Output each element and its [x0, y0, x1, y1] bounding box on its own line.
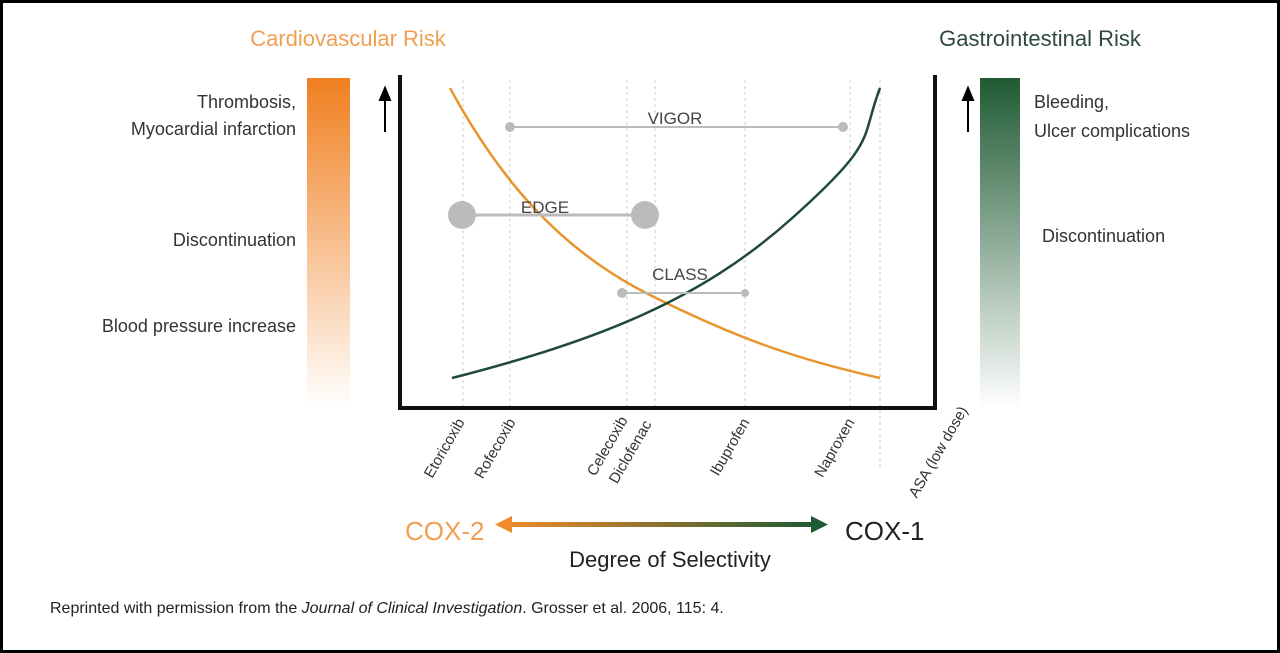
cv-risk-bar: [307, 78, 350, 408]
label: Myocardial infarction: [131, 119, 296, 139]
right-labels: Bleeding, Ulcer complications Discontinu…: [1034, 92, 1190, 246]
cox1-label: COX-1: [845, 516, 924, 546]
trial-edge: EDGE: [448, 198, 659, 229]
trial-label: CLASS: [652, 265, 708, 284]
selectivity-label: Degree of Selectivity: [569, 547, 771, 572]
drug-label: ASA (low dose): [905, 403, 971, 500]
citation-text: . Grosser et al. 2006, 115: 4.: [522, 600, 724, 617]
drug-label: Naproxen: [811, 416, 858, 481]
drug-label: Ibuprofen: [707, 416, 753, 479]
drug-lines: [462, 80, 881, 470]
label: Blood pressure increase: [102, 316, 296, 336]
cox2-label: COX-2: [405, 516, 484, 546]
label: Discontinuation: [173, 230, 296, 250]
selectivity-arrow: [495, 516, 828, 533]
drug-labels: Etoricoxib Rofecoxib Celecoxib Diclofena…: [421, 403, 972, 500]
drug-label: Etoricoxib: [421, 416, 469, 482]
cox1-curve: [451, 87, 882, 380]
drug-label: Rofecoxib: [471, 416, 519, 482]
trial-label: EDGE: [521, 198, 569, 217]
cox2-curve: [448, 87, 881, 380]
title-right: Gastrointestinal Risk: [939, 26, 1142, 51]
gi-risk-bar: [980, 78, 1020, 408]
title-left: Cardiovascular Risk: [250, 26, 447, 51]
label: Discontinuation: [1042, 226, 1165, 246]
trial-class: CLASS: [617, 265, 749, 298]
citation: Reprinted with permission from the Journ…: [50, 600, 724, 617]
chart-box: [398, 75, 937, 410]
risk-arrows: [378, 85, 975, 132]
label: Ulcer complications: [1034, 121, 1190, 141]
trial-vigor: VIGOR: [505, 109, 848, 132]
citation-text: Reprinted with permission from the: [50, 600, 302, 617]
trial-label: VIGOR: [648, 109, 703, 128]
label: Thrombosis,: [197, 92, 296, 112]
citation-journal: Journal of Clinical Investigation: [301, 600, 523, 617]
left-labels: Thrombosis, Myocardial infarction Discon…: [102, 92, 296, 336]
label: Bleeding,: [1034, 92, 1109, 112]
